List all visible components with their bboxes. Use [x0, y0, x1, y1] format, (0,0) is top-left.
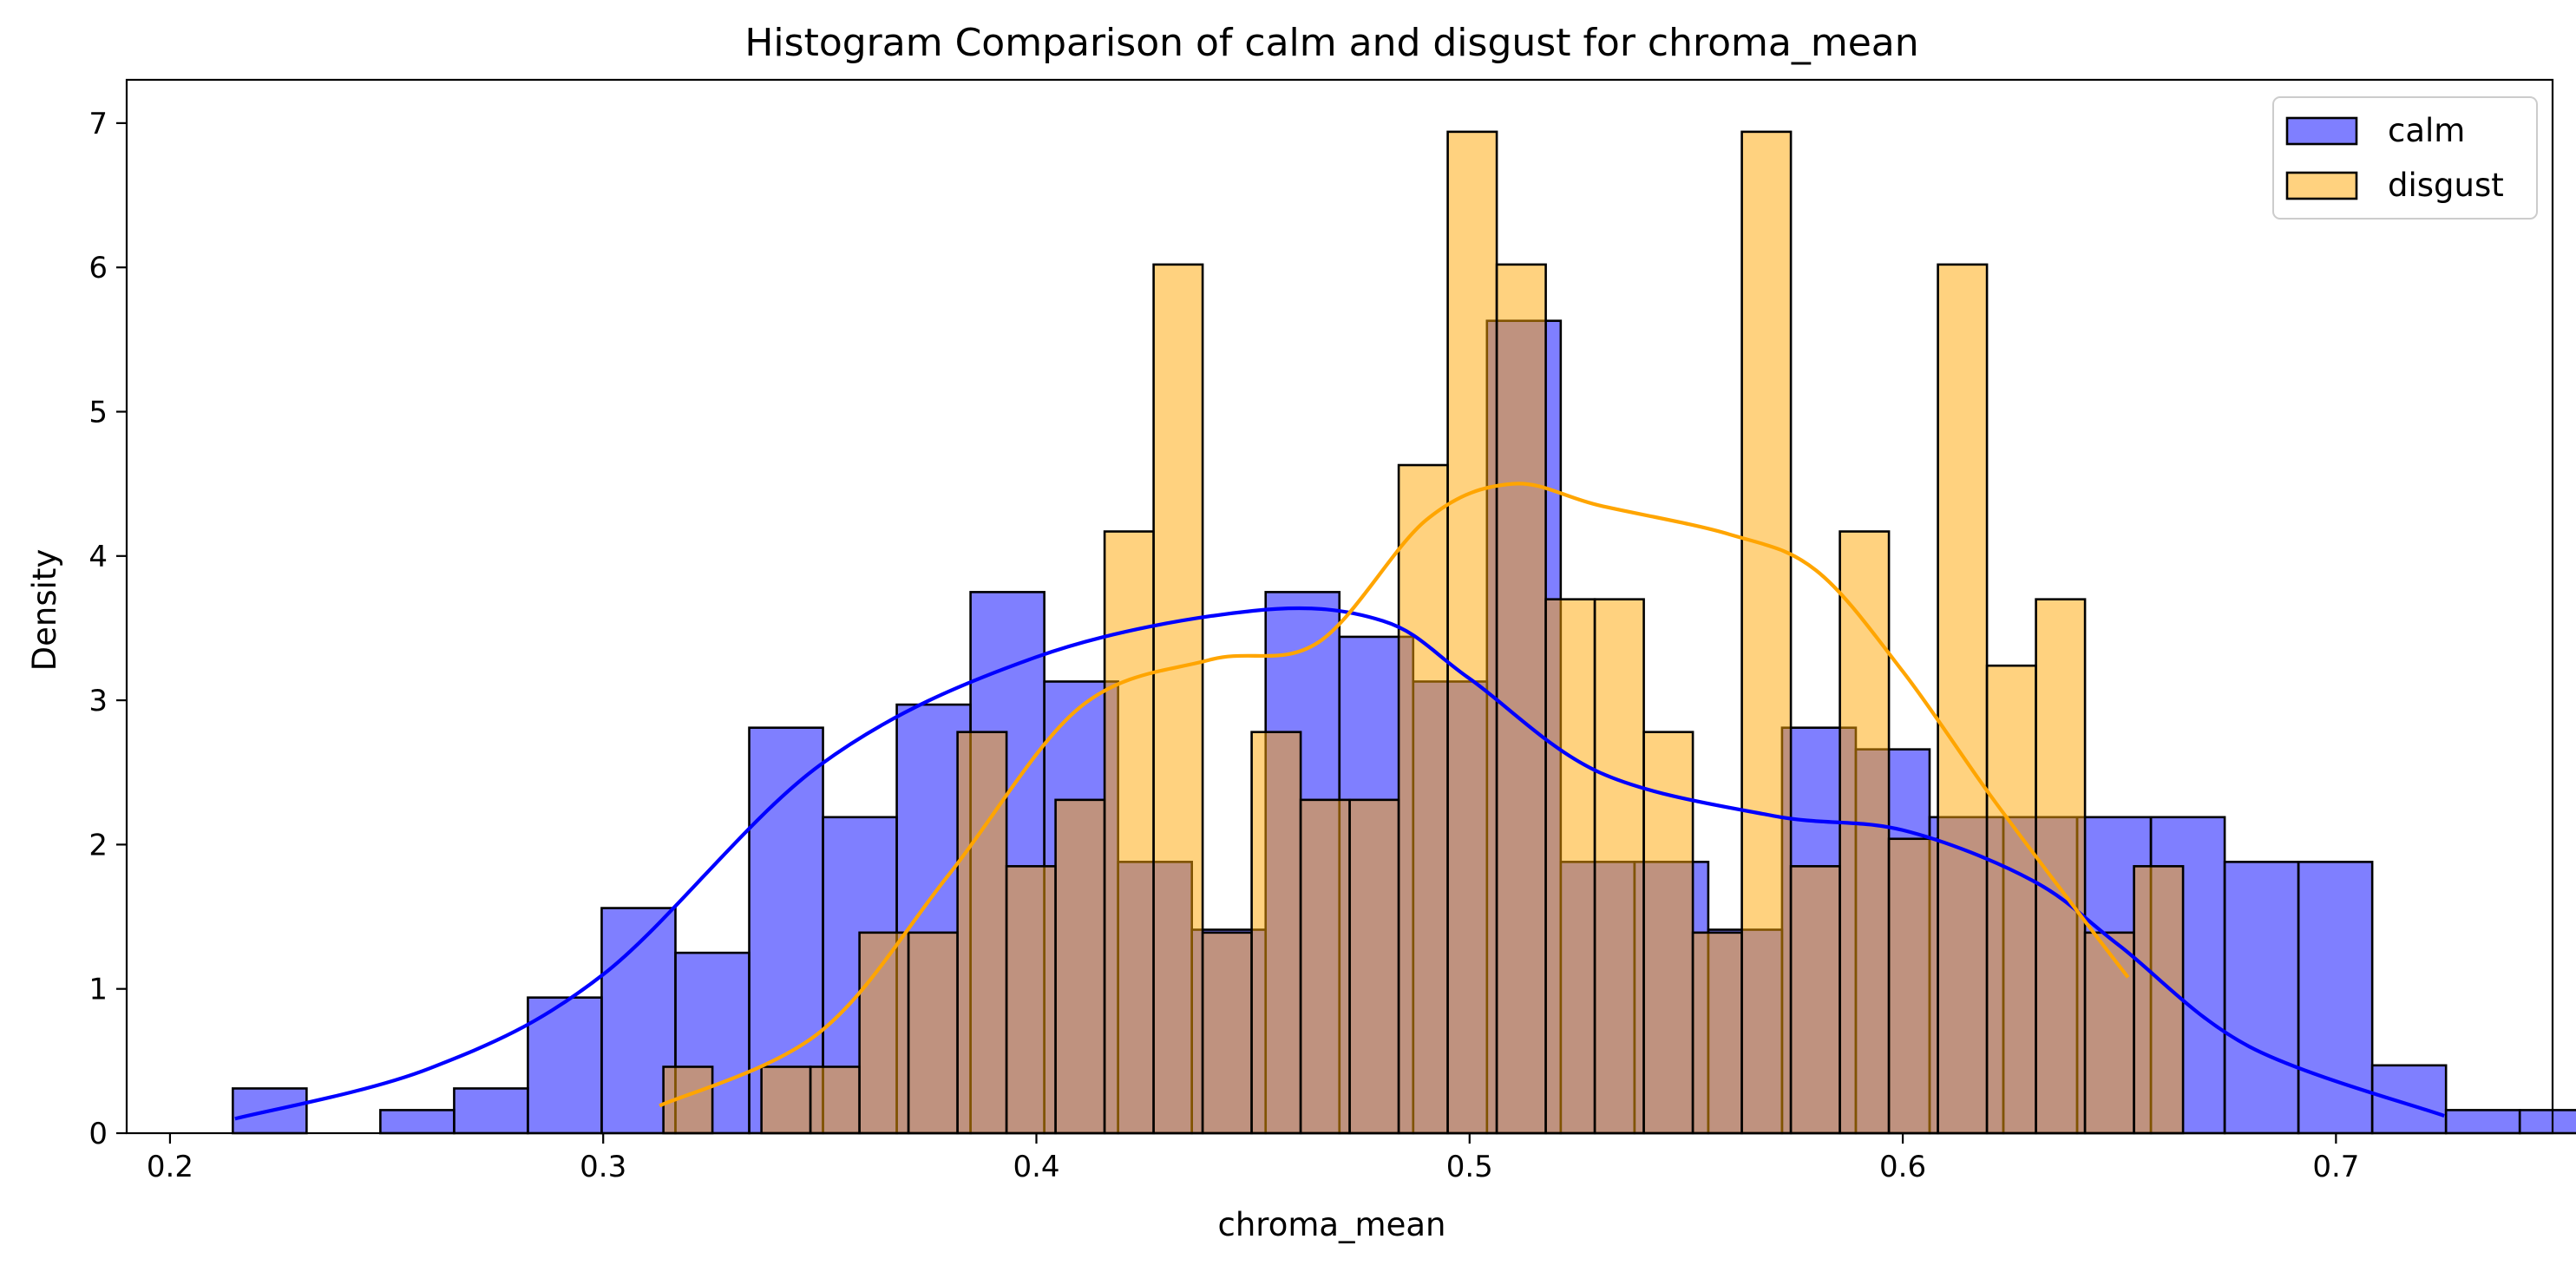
- chart-title: Histogram Comparison of calm and disgust…: [744, 21, 1918, 65]
- bar-disgust-9: [1103, 530, 1155, 1135]
- bar-disgust-15: [1397, 463, 1449, 1135]
- bar-disgust-4: [858, 931, 910, 1135]
- x-axis-title: chroma_mean: [1218, 1206, 1446, 1243]
- y-tick-label: 1: [88, 973, 108, 1007]
- x-tick-label: 0.2: [147, 1150, 193, 1184]
- bar-disgust-12: [1250, 731, 1302, 1135]
- kde-layer: [234, 482, 2445, 1121]
- y-tick-label: 2: [88, 828, 108, 862]
- x-tick-label: 0.5: [1446, 1150, 1493, 1184]
- bar-disgust-8: [1054, 798, 1106, 1135]
- series-disgust-bars: [662, 130, 2185, 1135]
- bar-calm-2: [379, 1109, 456, 1135]
- bar-disgust-22: [1740, 130, 1793, 1135]
- x-tick-label: 0.6: [1879, 1150, 1926, 1184]
- legend-swatch-disgust: [2285, 171, 2358, 200]
- bar-disgust-14: [1348, 798, 1400, 1135]
- axes-layer: 0.2 0.3 0.4 0.5 0.6 0.7 0 1 2 3 4 5 6 7: [88, 78, 2554, 1184]
- legend-label-disgust: disgust: [2388, 167, 2504, 204]
- bar-calm-29: [2370, 1064, 2448, 1135]
- bar-disgust-18: [1544, 598, 1596, 1135]
- bar-calm-3: [453, 1087, 529, 1135]
- bars-layer: [232, 130, 2576, 1135]
- bar-disgust-29: [2083, 931, 2135, 1135]
- bar-disgust-19: [1593, 598, 1645, 1135]
- y-tick-label: 4: [88, 540, 108, 574]
- y-tick-label: 3: [88, 684, 108, 718]
- bar-calm-31: [2518, 1109, 2576, 1135]
- x-tick-label: 0.4: [1013, 1150, 1059, 1184]
- y-axis-title: Density: [26, 549, 63, 672]
- bar-disgust-3: [809, 1065, 861, 1135]
- x-tick-label: 0.3: [580, 1150, 626, 1184]
- y-tick-label: 6: [88, 251, 108, 285]
- kde-line-disgust: [659, 482, 2130, 1108]
- bar-disgust-21: [1691, 931, 1743, 1135]
- y-tick-label: 5: [88, 395, 108, 429]
- bar-calm-28: [2297, 861, 2374, 1135]
- legend: calm disgust: [2272, 96, 2538, 220]
- bar-disgust-17: [1495, 263, 1547, 1135]
- legend-label-calm: calm: [2388, 112, 2465, 149]
- bar-disgust-5: [907, 931, 959, 1135]
- bar-disgust-10: [1152, 263, 1204, 1135]
- bar-calm-30: [2444, 1109, 2521, 1135]
- legend-swatch-calm: [2285, 116, 2358, 146]
- bar-disgust-6: [956, 731, 1008, 1135]
- bar-disgust-23: [1789, 865, 1841, 1135]
- y-tick-label: 7: [88, 107, 108, 141]
- bar-disgust-16: [1446, 130, 1498, 1135]
- bar-disgust-11: [1201, 931, 1253, 1135]
- bar-disgust-7: [1005, 865, 1057, 1135]
- bar-disgust-26: [1937, 263, 1989, 1135]
- bar-disgust-30: [2133, 865, 2185, 1135]
- bar-disgust-13: [1299, 798, 1351, 1135]
- y-tick-label: 0: [88, 1117, 108, 1151]
- kde-line-calm: [234, 606, 2445, 1121]
- bar-disgust-27: [1985, 664, 2037, 1135]
- plot-frame: [125, 78, 2554, 1135]
- bar-disgust-25: [1887, 837, 1939, 1135]
- bar-disgust-2: [760, 1065, 812, 1135]
- bar-calm-27: [2223, 861, 2300, 1135]
- x-tick-label: 0.7: [2312, 1150, 2359, 1184]
